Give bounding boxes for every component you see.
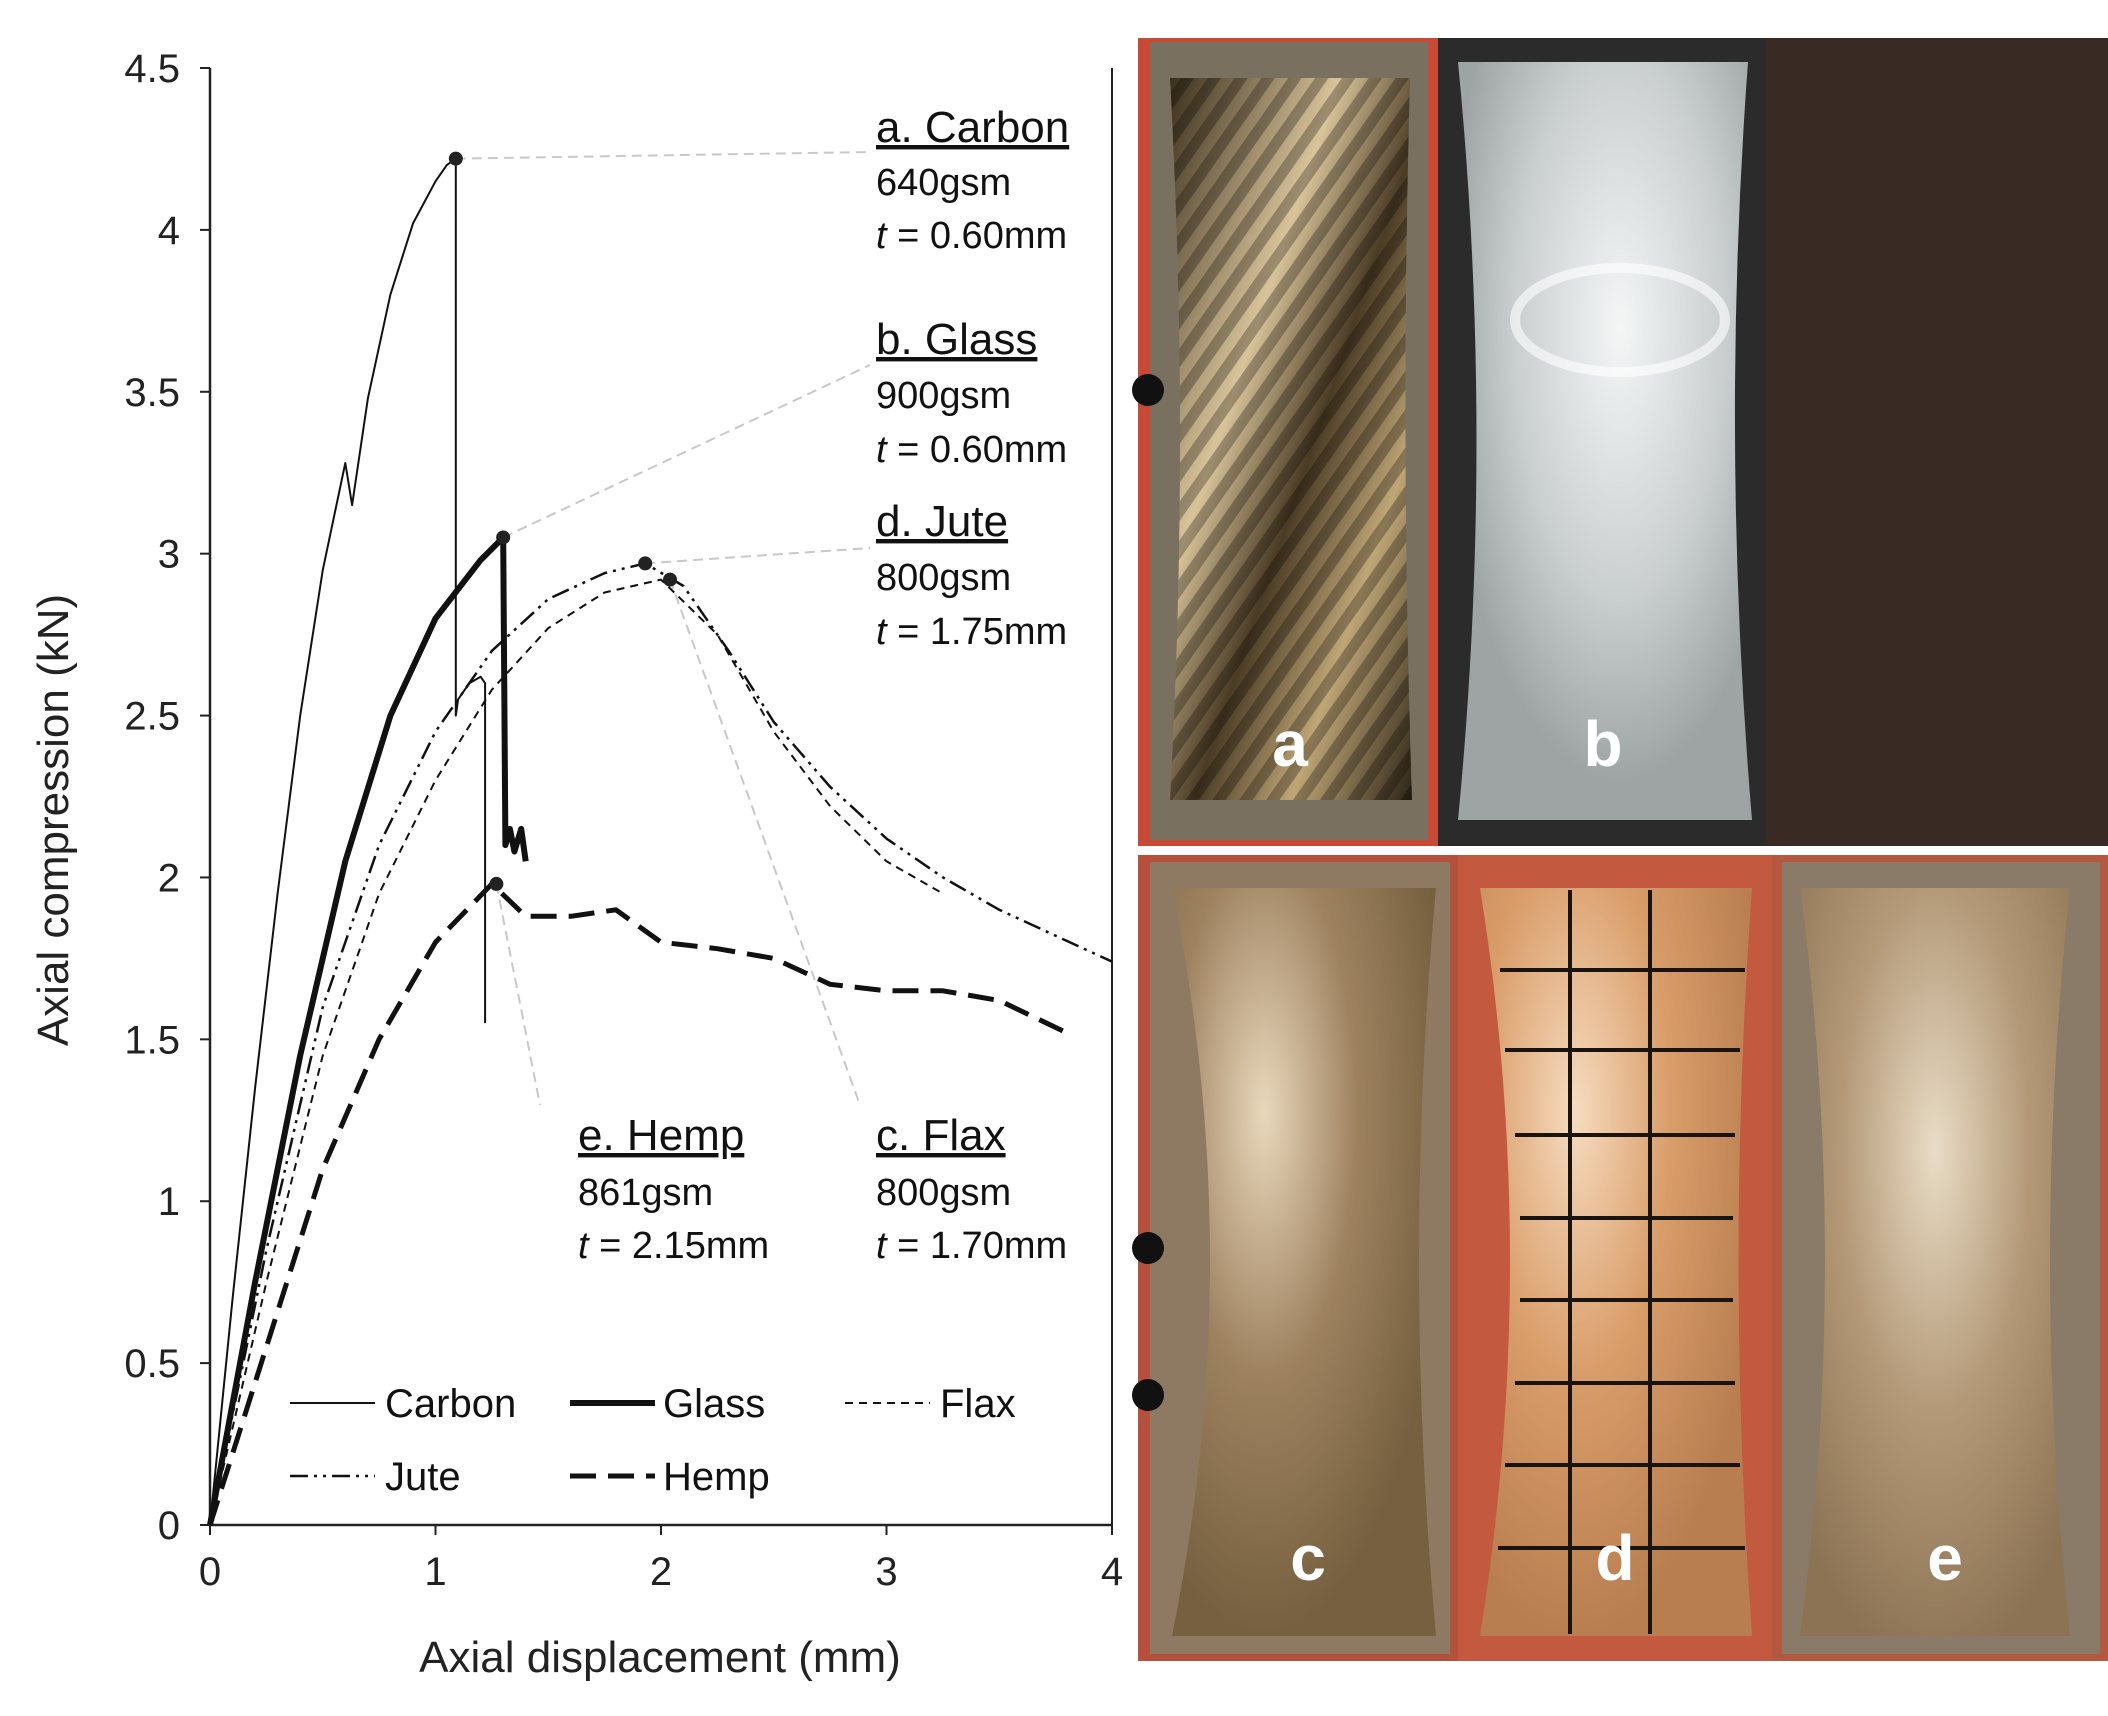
photo-letter-a: a bbox=[1272, 708, 1308, 780]
peak-markers bbox=[448, 151, 678, 891]
x-tick-label: 4 bbox=[1101, 1550, 1123, 1594]
series-line-glass bbox=[207, 534, 529, 1526]
thickness-symbol: t bbox=[578, 1225, 590, 1267]
series-line-flax bbox=[209, 578, 944, 1526]
y-axis-label: Axial compression (kN) bbox=[29, 594, 78, 1046]
flax-specimen bbox=[1172, 888, 1436, 1636]
legend-label-flax: Flax bbox=[940, 1382, 1016, 1426]
annotation-gsm: 900gsm bbox=[876, 375, 1011, 417]
ticks: 0 0.5 1 1.5 2 2.5 3 3.5 4 4.5 0 1 2 3 4 bbox=[124, 47, 1123, 1594]
series-line-carbon bbox=[209, 157, 487, 1526]
annotation-gsm: 640gsm bbox=[876, 162, 1011, 204]
series-line-jute bbox=[208, 562, 1113, 1526]
legend-label-carbon: Carbon bbox=[385, 1382, 516, 1426]
axes bbox=[208, 68, 1113, 1527]
glass-reflection bbox=[1510, 263, 1730, 377]
photo-panel-e: e bbox=[1772, 855, 2108, 1661]
y-tick-label: 3 bbox=[158, 533, 180, 577]
annotation-gsm: 861gsm bbox=[578, 1172, 713, 1214]
y-tick-label: 1.5 bbox=[124, 1018, 180, 1062]
leader-line-carbon bbox=[455, 151, 871, 160]
annotation-gsm: 800gsm bbox=[876, 1172, 1011, 1214]
annotation-title: d. Jute bbox=[876, 497, 1008, 546]
leader-line-jute bbox=[645, 547, 871, 565]
annotation-gsm: 800gsm bbox=[876, 557, 1011, 599]
leader-line-hemp bbox=[495, 883, 541, 1106]
annotation-carbon: a. Carbon 640gsm t = 0.60mm bbox=[876, 103, 1069, 257]
photo-panel-d: d bbox=[1458, 855, 1772, 1661]
annotation-thickness: t = 0.60mm bbox=[876, 215, 1067, 257]
jute-grid-lines bbox=[1498, 890, 1745, 1634]
legend: Carbon Glass Flax Jute Hemp bbox=[290, 1382, 1016, 1499]
photo-panel-a: a bbox=[1132, 38, 1438, 846]
photo-letter-c: c bbox=[1290, 1522, 1326, 1594]
annotation-title: a. Carbon bbox=[876, 103, 1069, 152]
x-tick-label: 1 bbox=[424, 1550, 446, 1594]
plot-area: 0 0.5 1 1.5 2 2.5 3 3.5 4 4.5 0 1 2 3 4 bbox=[124, 47, 1123, 1594]
jute-specimen bbox=[1480, 888, 1752, 1636]
annotation-title: b. Glass bbox=[876, 315, 1037, 364]
annotation-hemp: e. Hemp 861gsm t = 2.15mm bbox=[578, 1111, 769, 1267]
peak-marker-hemp bbox=[489, 876, 504, 891]
thickness-symbol: t bbox=[876, 215, 888, 257]
annotation-thickness: t = 1.75mm bbox=[876, 611, 1067, 653]
thickness-value: = 1.70mm bbox=[887, 1225, 1068, 1267]
thickness-value: = 0.60mm bbox=[887, 429, 1068, 471]
peak-marker-glass bbox=[496, 530, 511, 545]
y-tick-label: 1 bbox=[158, 1180, 180, 1224]
x-tick-label: 0 bbox=[199, 1550, 221, 1594]
thickness-value: = 2.15mm bbox=[589, 1225, 770, 1267]
photo-panel-b: b bbox=[1438, 38, 1766, 846]
annotation-title: e. Hemp bbox=[578, 1111, 744, 1160]
carbon-weave-texture bbox=[1170, 78, 1412, 800]
annotation-jute: d. Jute 800gsm t = 1.75mm bbox=[876, 497, 1067, 653]
fixture-hole bbox=[1132, 1379, 1164, 1411]
y-tick-label: 2 bbox=[158, 856, 180, 900]
annotation-title: c. Flax bbox=[876, 1111, 1006, 1160]
peak-marker-flax bbox=[663, 572, 678, 587]
photo-letter-e: e bbox=[1927, 1522, 1963, 1594]
annotation-thickness: t = 0.60mm bbox=[876, 429, 1067, 471]
peak-marker-carbon bbox=[448, 151, 463, 166]
hemp-specimen bbox=[1800, 888, 2070, 1636]
photo-letter-d: d bbox=[1595, 1522, 1634, 1594]
legend-label-glass: Glass bbox=[663, 1382, 765, 1426]
legend-label-hemp: Hemp bbox=[663, 1455, 770, 1499]
y-tick-label: 4.5 bbox=[124, 47, 180, 91]
y-tick-label: 4 bbox=[158, 209, 180, 253]
thickness-symbol: t bbox=[876, 1225, 888, 1267]
thickness-value: = 1.75mm bbox=[887, 611, 1068, 653]
leader-line-glass bbox=[502, 364, 871, 539]
fixture-hole bbox=[1132, 1232, 1164, 1264]
y-tick-label: 0.5 bbox=[124, 1342, 180, 1386]
leader-line-flax bbox=[669, 579, 861, 1106]
glass-specimen bbox=[1458, 62, 1752, 820]
photo-panel-c: c bbox=[1132, 855, 1458, 1661]
thickness-symbol: t bbox=[876, 611, 888, 653]
annotation-thickness: t = 2.15mm bbox=[578, 1225, 769, 1267]
thickness-value: = 0.60mm bbox=[887, 215, 1068, 257]
annotation-flax: c. Flax 800gsm t = 1.70mm bbox=[876, 1111, 1067, 1267]
leader-lines bbox=[455, 151, 871, 1106]
annotation-thickness: t = 1.70mm bbox=[876, 1225, 1067, 1267]
annotation-glass: b. Glass 900gsm t = 0.60mm bbox=[876, 315, 1067, 471]
photo-letter-b: b bbox=[1583, 708, 1622, 780]
x-axis-label: Axial displacement (mm) bbox=[419, 1633, 901, 1682]
thickness-symbol: t bbox=[876, 429, 888, 471]
x-tick-label: 2 bbox=[650, 1550, 672, 1594]
series-line-hemp bbox=[207, 881, 1068, 1526]
y-tick-label: 3.5 bbox=[124, 371, 180, 415]
series-layer bbox=[207, 157, 1113, 1526]
x-tick-label: 3 bbox=[875, 1550, 897, 1594]
y-tick-label: 0 bbox=[158, 1504, 180, 1548]
y-tick-label: 2.5 bbox=[124, 695, 180, 739]
legend-label-jute: Jute bbox=[385, 1455, 461, 1499]
fixture-hole bbox=[1132, 374, 1164, 406]
peak-marker-jute bbox=[638, 556, 653, 571]
